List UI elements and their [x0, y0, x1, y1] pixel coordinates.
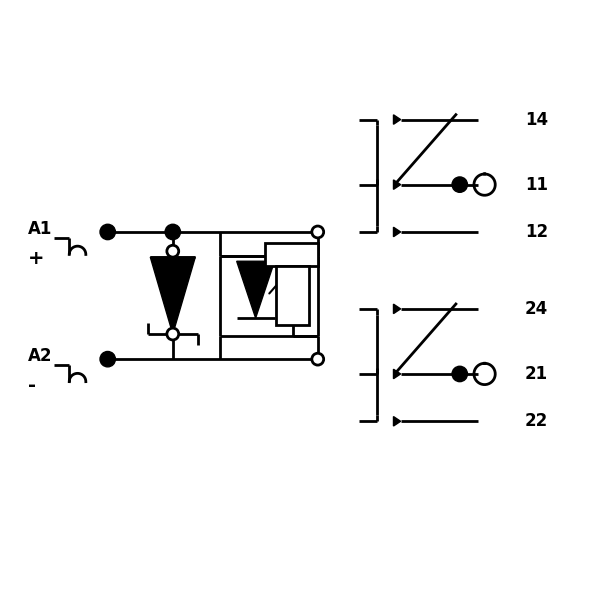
Circle shape: [100, 352, 115, 367]
Text: -: -: [28, 376, 36, 395]
Text: 22: 22: [525, 412, 548, 430]
Polygon shape: [394, 304, 401, 314]
Circle shape: [452, 366, 467, 382]
Polygon shape: [151, 257, 195, 334]
Circle shape: [452, 177, 467, 193]
Text: 14: 14: [525, 110, 548, 128]
Circle shape: [312, 226, 323, 238]
Polygon shape: [394, 369, 401, 379]
Text: 12: 12: [525, 223, 548, 241]
Circle shape: [167, 245, 179, 257]
Text: 21: 21: [525, 365, 548, 383]
Circle shape: [165, 224, 181, 239]
Bar: [265, 243, 318, 266]
Polygon shape: [394, 227, 401, 236]
Text: A1: A1: [28, 220, 52, 238]
Text: 24: 24: [525, 300, 548, 318]
Polygon shape: [394, 180, 401, 190]
Circle shape: [100, 224, 115, 239]
Text: +: +: [28, 249, 44, 268]
Circle shape: [167, 328, 179, 340]
Polygon shape: [394, 115, 401, 124]
Circle shape: [312, 353, 323, 365]
Bar: [277, 266, 309, 325]
Polygon shape: [236, 261, 275, 318]
Polygon shape: [394, 416, 401, 426]
Text: A2: A2: [28, 347, 52, 365]
Text: 11: 11: [525, 176, 548, 194]
